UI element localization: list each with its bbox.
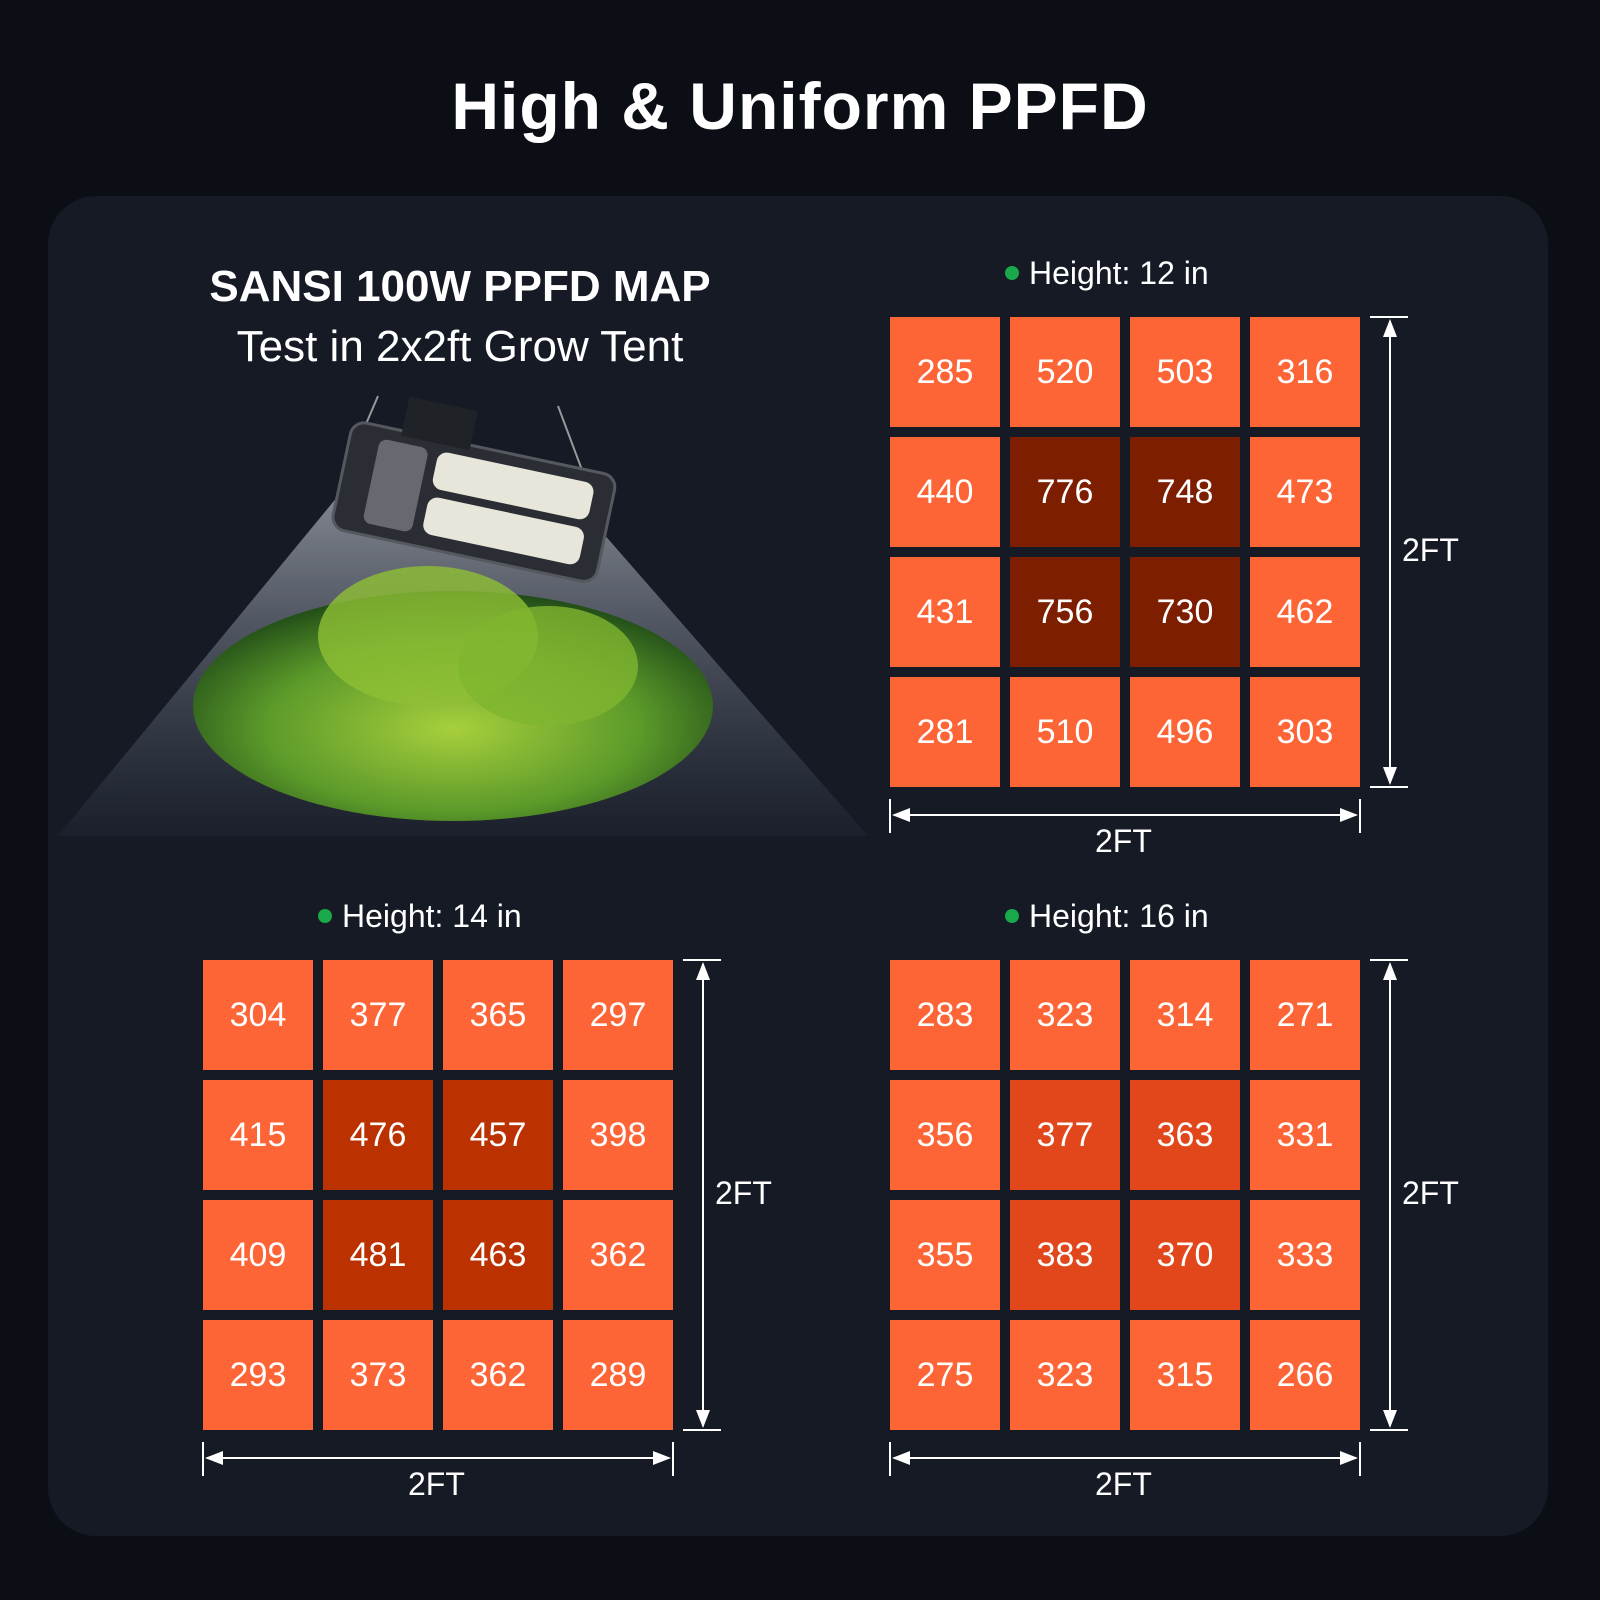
height-label: Height: 16 in	[1005, 898, 1209, 935]
heatmap-cell: 362	[443, 1320, 553, 1430]
heatmap-cell: 463	[443, 1200, 553, 1310]
y-dimension-label: 2FT	[715, 1175, 772, 1211]
heatmap-cell: 462	[1250, 557, 1360, 667]
heatmap-cell: 283	[890, 960, 1000, 1070]
height-label: Height: 12 in	[1005, 255, 1209, 292]
heatmap-cell: 285	[890, 317, 1000, 427]
heatmap-cell: 362	[563, 1200, 673, 1310]
lamp-icon	[331, 396, 617, 583]
heatmap-cell: 473	[1250, 437, 1360, 547]
height-label-text: Height: 14 in	[342, 898, 522, 934]
dimension-arrows	[202, 959, 721, 1476]
height-label-text: Height: 12 in	[1029, 255, 1209, 291]
heatmap-cell: 409	[203, 1200, 313, 1310]
heatmap-cell: 748	[1130, 437, 1240, 547]
height-label: Height: 14 in	[318, 898, 522, 935]
heatmap-cell: 503	[1130, 317, 1240, 427]
map-title: SANSI 100W PPFD MAP	[209, 262, 711, 311]
heatmap-cell: 370	[1130, 1200, 1240, 1310]
x-dimension-label: 2FT	[1095, 1466, 1152, 1502]
heatmap-cell: 398	[563, 1080, 673, 1190]
heatmap-cell: 383	[1010, 1200, 1120, 1310]
heatmap-cell: 440	[890, 437, 1000, 547]
heatmap-cell: 314	[1130, 960, 1240, 1070]
heatmap-cell: 415	[203, 1080, 313, 1190]
heatmap-cell: 756	[1010, 557, 1120, 667]
y-dimension-label: 2FT	[1402, 532, 1459, 568]
heatmap-cell: 289	[563, 1320, 673, 1430]
heatmap-cell: 323	[1010, 1320, 1120, 1430]
heatmap-cell: 304	[203, 960, 313, 1070]
heatmap-cell: 271	[1250, 960, 1360, 1070]
heatmap-cell: 481	[323, 1200, 433, 1310]
heatmap-cell: 510	[1010, 677, 1120, 787]
y-dimension-label: 2FT	[1402, 1175, 1459, 1211]
x-dimension-label: 2FT	[408, 1466, 465, 1502]
heatmap-cell: 297	[563, 960, 673, 1070]
heatmap-cell: 356	[890, 1080, 1000, 1190]
heatmap-cell: 275	[890, 1320, 1000, 1430]
heatmap-cell: 730	[1130, 557, 1240, 667]
heatmap-cell: 323	[1010, 960, 1120, 1070]
heatmap-cell: 476	[323, 1080, 433, 1190]
heatmap-cell: 365	[443, 960, 553, 1070]
heatmap-cell: 363	[1130, 1080, 1240, 1190]
grow-light-illustration	[58, 395, 868, 836]
heatmap-cell: 315	[1130, 1320, 1240, 1430]
heatmap-cell: 355	[890, 1200, 1000, 1310]
heatmap-cell: 431	[890, 557, 1000, 667]
heatmap-cell: 377	[323, 960, 433, 1070]
x-dimension-label: 2FT	[1095, 823, 1152, 859]
map-subtitle: Test in 2x2ft Grow Tent	[236, 322, 684, 371]
heatmap-cell: 496	[1130, 677, 1240, 787]
heatmap-cell: 776	[1010, 437, 1120, 547]
heatmap-cell: 266	[1250, 1320, 1360, 1430]
heatmap-cell: 303	[1250, 677, 1360, 787]
height-label-text: Height: 16 in	[1029, 898, 1209, 934]
heatmap-cell: 520	[1010, 317, 1120, 427]
heatmap-cell: 457	[443, 1080, 553, 1190]
heatmap-cell: 281	[890, 677, 1000, 787]
page-title: High & Uniform PPFD	[451, 69, 1149, 143]
green-dot-icon	[1005, 908, 1019, 923]
heatmap-cell: 293	[203, 1320, 313, 1430]
dimension-arrows	[889, 316, 1408, 833]
heatmap-cell: 373	[323, 1320, 433, 1430]
heatmap-cell: 333	[1250, 1200, 1360, 1310]
heatmap-cell: 316	[1250, 317, 1360, 427]
green-dot-icon	[318, 908, 332, 923]
heatmap-cell: 331	[1250, 1080, 1360, 1190]
dimension-arrows	[889, 959, 1408, 1476]
green-dot-icon	[1005, 265, 1019, 280]
heatmap-cell: 377	[1010, 1080, 1120, 1190]
